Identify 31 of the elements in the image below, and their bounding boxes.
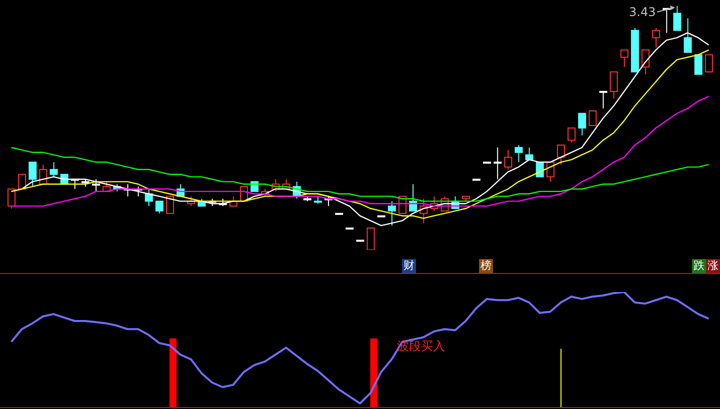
candlestick: [525, 147, 534, 160]
candlestick: [28, 162, 37, 188]
candlestick: [366, 228, 375, 250]
candlestick: [92, 178, 100, 192]
candlestick: [694, 54, 702, 75]
text: 榜: [479, 259, 493, 273]
candlestick: [166, 196, 174, 214]
candlestick: [504, 149, 512, 170]
candlestick: [388, 200, 396, 226]
candlestick: [642, 49, 650, 75]
candlestick: [684, 18, 692, 53]
candlestick: [599, 90, 608, 109]
candlestick: [50, 162, 58, 178]
candlestick: [494, 147, 502, 180]
candlestick: [556, 144, 565, 166]
candlestick: [652, 27, 660, 48]
candlestick: [18, 174, 26, 190]
text: 跌: [692, 259, 706, 273]
annotation: 3.43: [629, 5, 656, 19]
candlestick: [620, 49, 628, 68]
text: 财: [402, 259, 416, 273]
candlestick: [704, 54, 713, 72]
candlestick: [578, 112, 586, 136]
candlestick: [610, 71, 618, 100]
candlestick: [8, 188, 16, 210]
candlestick: [568, 128, 576, 144]
candlestick: [155, 200, 164, 214]
text: 涨: [706, 259, 720, 273]
candlestick: [514, 144, 523, 163]
candlestick: [588, 110, 597, 126]
candlestick: [409, 184, 418, 212]
